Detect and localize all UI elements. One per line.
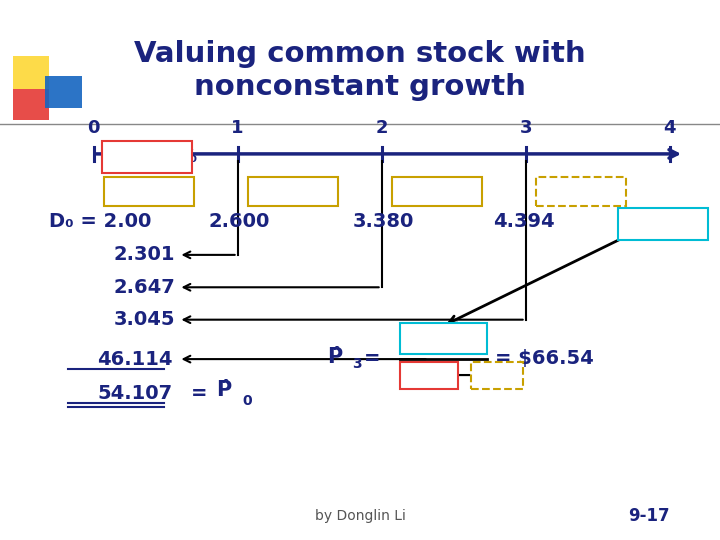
FancyBboxPatch shape: [392, 177, 482, 206]
Text: =: =: [191, 383, 207, 403]
Text: g = 30%: g = 30%: [114, 184, 184, 199]
Text: 2: 2: [375, 119, 388, 137]
Text: 46.114: 46.114: [97, 349, 173, 369]
Text: r: r: [112, 148, 120, 166]
Text: 4: 4: [663, 119, 676, 137]
Text: by Donglin Li: by Donglin Li: [315, 509, 405, 523]
Text: g = 30%: g = 30%: [402, 184, 472, 199]
FancyBboxPatch shape: [400, 362, 458, 389]
Text: 0: 0: [87, 119, 100, 137]
Text: 3.380: 3.380: [353, 212, 414, 231]
FancyBboxPatch shape: [104, 177, 194, 206]
Text: 2.647: 2.647: [114, 278, 176, 297]
Text: D₀ = 2.00: D₀ = 2.00: [49, 212, 151, 231]
Text: nonconstant growth: nonconstant growth: [194, 73, 526, 102]
Text: 54.107: 54.107: [97, 383, 172, 403]
Text: g = 30%: g = 30%: [258, 184, 328, 199]
Text: = $66.54: = $66.54: [495, 348, 593, 368]
Text: 0.06: 0.06: [475, 366, 519, 384]
FancyBboxPatch shape: [248, 177, 338, 206]
Text: P̂: P̂: [216, 380, 231, 401]
Text: ■ 13%: ■ 13%: [130, 148, 197, 166]
Text: 1: 1: [231, 119, 244, 137]
Text: 3.045: 3.045: [114, 310, 175, 329]
Text: =: =: [364, 348, 380, 368]
FancyBboxPatch shape: [400, 323, 487, 354]
Text: 4.394: 4.394: [493, 212, 555, 231]
FancyBboxPatch shape: [13, 56, 49, 89]
FancyBboxPatch shape: [471, 362, 523, 389]
FancyBboxPatch shape: [102, 141, 192, 173]
Text: s: s: [122, 156, 130, 168]
Text: 4.658: 4.658: [632, 214, 694, 234]
Text: 0.13: 0.13: [407, 366, 451, 384]
FancyBboxPatch shape: [13, 89, 49, 120]
Text: 0: 0: [242, 394, 251, 408]
FancyBboxPatch shape: [45, 76, 82, 108]
Text: 3: 3: [352, 357, 361, 372]
Text: 4.658: 4.658: [415, 329, 472, 348]
FancyBboxPatch shape: [618, 208, 708, 240]
Text: 3: 3: [519, 119, 532, 137]
Text: −: −: [456, 366, 472, 385]
FancyBboxPatch shape: [536, 177, 626, 206]
Text: 9-17: 9-17: [628, 507, 670, 525]
Text: P̂: P̂: [328, 347, 343, 367]
Text: 2.600: 2.600: [209, 212, 270, 231]
Text: g = 6%: g = 6%: [551, 184, 611, 199]
Text: 2.301: 2.301: [114, 245, 175, 265]
Text: Valuing common stock with: Valuing common stock with: [134, 40, 586, 68]
